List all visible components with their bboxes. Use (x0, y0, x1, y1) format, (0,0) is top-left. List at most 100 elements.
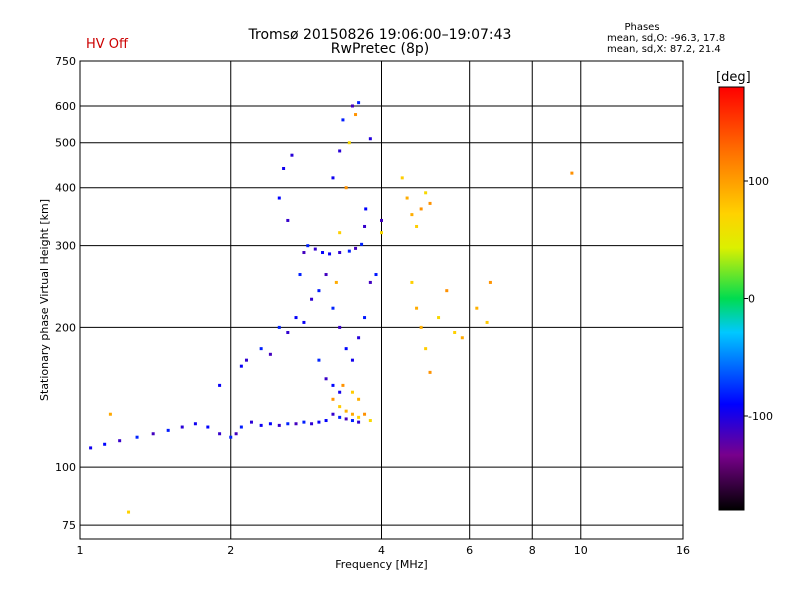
x-tick-label: 16 (676, 544, 690, 557)
data-point (475, 306, 479, 310)
data-point (460, 336, 464, 340)
data-point (229, 435, 233, 439)
data-point (344, 186, 348, 190)
data-point (344, 347, 348, 351)
data-point (357, 397, 361, 401)
data-point (321, 251, 325, 255)
series-x (108, 113, 574, 514)
data-point (282, 166, 286, 170)
data-point (324, 273, 328, 277)
data-point (344, 417, 348, 421)
data-point (338, 405, 342, 409)
data-point (374, 273, 378, 277)
y-tick-label: 400 (55, 182, 76, 195)
data-point (302, 420, 306, 424)
data-point (363, 224, 367, 228)
data-point (302, 320, 306, 324)
x-tick-label: 10 (574, 544, 588, 557)
colorbar-tick-label: 0 (748, 293, 755, 306)
data-point (338, 325, 342, 329)
data-point (89, 446, 93, 450)
data-point (108, 412, 112, 416)
data-point (180, 425, 184, 429)
data-point (324, 419, 328, 423)
data-point (485, 320, 489, 324)
data-point (364, 207, 368, 211)
data-point (135, 435, 139, 439)
data-point (357, 420, 361, 424)
colorbar-tick-label: 100 (748, 175, 769, 188)
data-point (313, 247, 317, 251)
data-point (302, 251, 306, 255)
data-point (368, 419, 372, 423)
data-point (286, 331, 290, 335)
data-point (277, 196, 281, 200)
colorbar-unit-label: [deg] (716, 70, 751, 85)
data-point (363, 316, 367, 320)
data-point (419, 207, 423, 211)
y-tick-label: 100 (55, 461, 76, 474)
data-point (350, 390, 354, 394)
data-point (380, 218, 383, 222)
data-point (151, 432, 155, 436)
data-point (317, 289, 321, 293)
data-point (338, 415, 342, 419)
y-tick-label: 200 (55, 321, 76, 334)
data-point (239, 425, 243, 429)
chart-subtitle: RwPretec (8p) (330, 41, 430, 57)
colorbar-tick-label: -100 (748, 410, 773, 423)
data-point (331, 306, 335, 310)
data-point (419, 325, 423, 329)
y-tick-label: 600 (55, 100, 76, 113)
chart-title: Tromsø 20150826 19:06:00–19:07:43 (248, 27, 512, 43)
data-point (428, 201, 432, 205)
colorbar (718, 86, 745, 511)
data-point (268, 422, 272, 426)
x-tick-label: 8 (529, 544, 536, 557)
x-tick-label: 6 (466, 544, 473, 557)
data-point (317, 358, 321, 362)
data-point (244, 358, 248, 362)
x-tick-label: 4 (378, 544, 385, 557)
y-tick-label: 500 (55, 137, 76, 150)
x-axis: 1 2 4 6 8 10 16 (77, 61, 690, 557)
data-point (363, 412, 367, 416)
data-point (368, 280, 372, 284)
data-point (290, 153, 294, 157)
data-point (334, 280, 338, 284)
data-point (277, 325, 281, 329)
data-point (249, 420, 253, 424)
data-point (360, 242, 364, 246)
data-point (331, 397, 335, 401)
data-point (331, 176, 335, 180)
data-point (488, 280, 492, 284)
data-point (259, 347, 263, 351)
data-point (218, 432, 222, 436)
data-point (206, 425, 210, 429)
data-point (415, 224, 419, 228)
data-point (331, 383, 335, 387)
y-axis-label: Stationary phase Virtual Height [km] (38, 199, 51, 401)
data-point (294, 316, 298, 320)
data-point (410, 213, 414, 217)
data-point (400, 176, 404, 180)
data-point (306, 244, 310, 248)
data-point (193, 422, 197, 426)
data-point (437, 316, 441, 320)
data-point (286, 422, 290, 426)
data-point (347, 141, 351, 145)
data-point (338, 149, 342, 153)
y-tick-label: 75 (62, 519, 76, 532)
data-point (424, 191, 428, 195)
data-point (259, 423, 263, 427)
data-point (286, 218, 290, 222)
x-axis-label: Frequency [MHz] (335, 558, 427, 571)
data-point (424, 347, 428, 351)
data-point (350, 419, 354, 423)
data-point (445, 289, 449, 293)
data-point (294, 422, 298, 426)
y-tick-label: 750 (55, 55, 76, 68)
data-point (354, 246, 358, 250)
x-tick-label: 2 (227, 544, 234, 557)
